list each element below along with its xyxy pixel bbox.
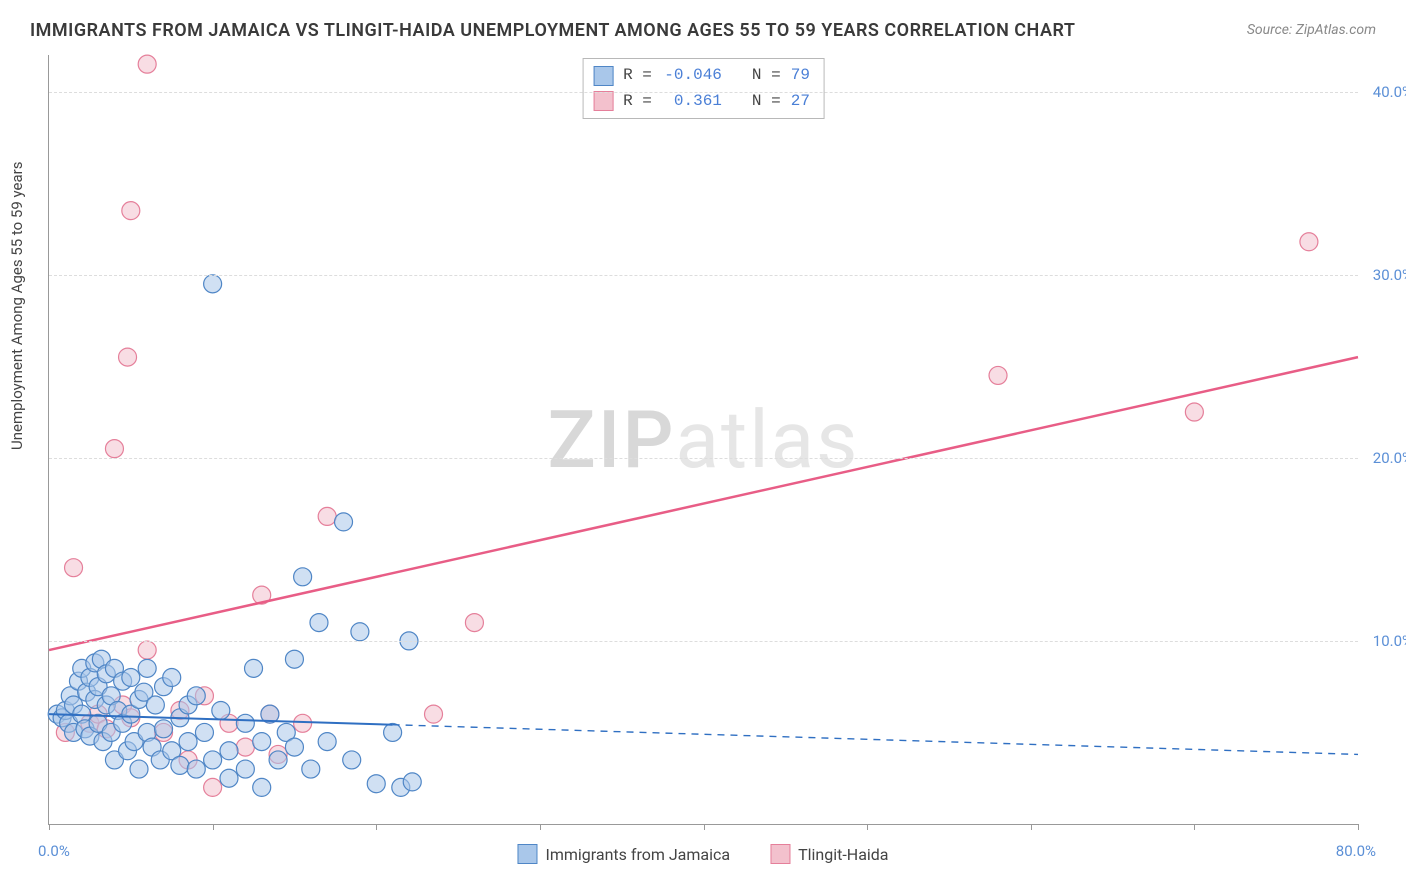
data-point: [343, 751, 361, 769]
data-point: [253, 778, 271, 796]
chart-svg: [49, 55, 1358, 824]
data-point: [403, 773, 421, 791]
regression-line-extrapolated: [393, 725, 1358, 755]
data-point: [318, 507, 336, 525]
data-point: [285, 738, 303, 756]
data-point: [367, 775, 385, 793]
x-tick: [540, 824, 541, 830]
data-point: [384, 723, 402, 741]
data-point: [1185, 403, 1203, 421]
data-point: [179, 733, 197, 751]
data-point: [212, 701, 230, 719]
y-tick-label: 30.0%: [1373, 266, 1406, 284]
data-point: [122, 669, 140, 687]
y-tick-label: 10.0%: [1373, 632, 1406, 650]
data-point: [285, 650, 303, 668]
data-point: [351, 623, 369, 641]
x-tick: [704, 824, 705, 830]
gridline-h: [49, 458, 1358, 459]
series-2-name: Tlingit-Haida: [798, 845, 888, 864]
regression-line: [49, 357, 1358, 650]
chart-title: IMMIGRANTS FROM JAMAICA VS TLINGIT-HAIDA…: [30, 20, 1075, 41]
data-point: [204, 275, 222, 293]
data-point: [204, 751, 222, 769]
data-point: [310, 614, 328, 632]
data-point: [465, 614, 483, 632]
data-point: [294, 714, 312, 732]
data-point: [236, 714, 254, 732]
y-tick-label: 20.0%: [1373, 449, 1406, 467]
x-tick: [376, 824, 377, 830]
data-point: [138, 55, 156, 73]
gridline-h: [49, 92, 1358, 93]
data-point: [119, 348, 137, 366]
legend-item-1: Immigrants from Jamaica: [517, 844, 730, 864]
data-point: [253, 733, 271, 751]
data-point: [187, 760, 205, 778]
data-point: [138, 659, 156, 677]
data-point: [425, 705, 443, 723]
data-point: [155, 720, 173, 738]
x-tick: [49, 824, 50, 830]
data-point: [65, 559, 83, 577]
data-point: [138, 641, 156, 659]
plot-area: ZIPatlas R = -0.046 N = 79 R = 0.361 N =…: [48, 55, 1358, 825]
data-point: [146, 696, 164, 714]
data-point: [302, 760, 320, 778]
x-tick: [1194, 824, 1195, 830]
data-point: [130, 760, 148, 778]
data-point: [236, 760, 254, 778]
data-point: [318, 733, 336, 751]
series-1-name: Immigrants from Jamaica: [545, 845, 730, 864]
data-point: [195, 723, 213, 741]
series-legend: Immigrants from Jamaica Tlingit-Haida: [517, 844, 888, 864]
data-point: [105, 440, 123, 458]
x-tick: [867, 824, 868, 830]
data-point: [989, 366, 1007, 384]
data-point: [122, 202, 140, 220]
x-tick: [213, 824, 214, 830]
data-point: [171, 756, 189, 774]
data-point: [236, 738, 254, 756]
gridline-h: [49, 275, 1358, 276]
data-point: [187, 687, 205, 705]
data-point: [204, 778, 222, 796]
data-point: [294, 568, 312, 586]
x-axis-min-label: 0.0%: [38, 842, 70, 860]
y-tick-label: 40.0%: [1373, 83, 1406, 101]
data-point: [269, 751, 287, 769]
data-point: [1300, 233, 1318, 251]
y-axis-label: Unemployment Among Ages 55 to 59 years: [8, 162, 26, 450]
legend-item-2: Tlingit-Haida: [770, 844, 888, 864]
gridline-h: [49, 641, 1358, 642]
x-tick: [1358, 824, 1359, 830]
swatch-series-2-bottom: [770, 844, 790, 864]
x-tick: [1031, 824, 1032, 830]
data-point: [220, 769, 238, 787]
data-point: [220, 742, 238, 760]
data-point: [245, 659, 263, 677]
source-attribution: Source: ZipAtlas.com: [1247, 22, 1376, 38]
swatch-series-1-bottom: [517, 844, 537, 864]
x-axis-max-label: 80.0%: [1336, 842, 1376, 860]
data-point: [163, 669, 181, 687]
data-point: [335, 513, 353, 531]
